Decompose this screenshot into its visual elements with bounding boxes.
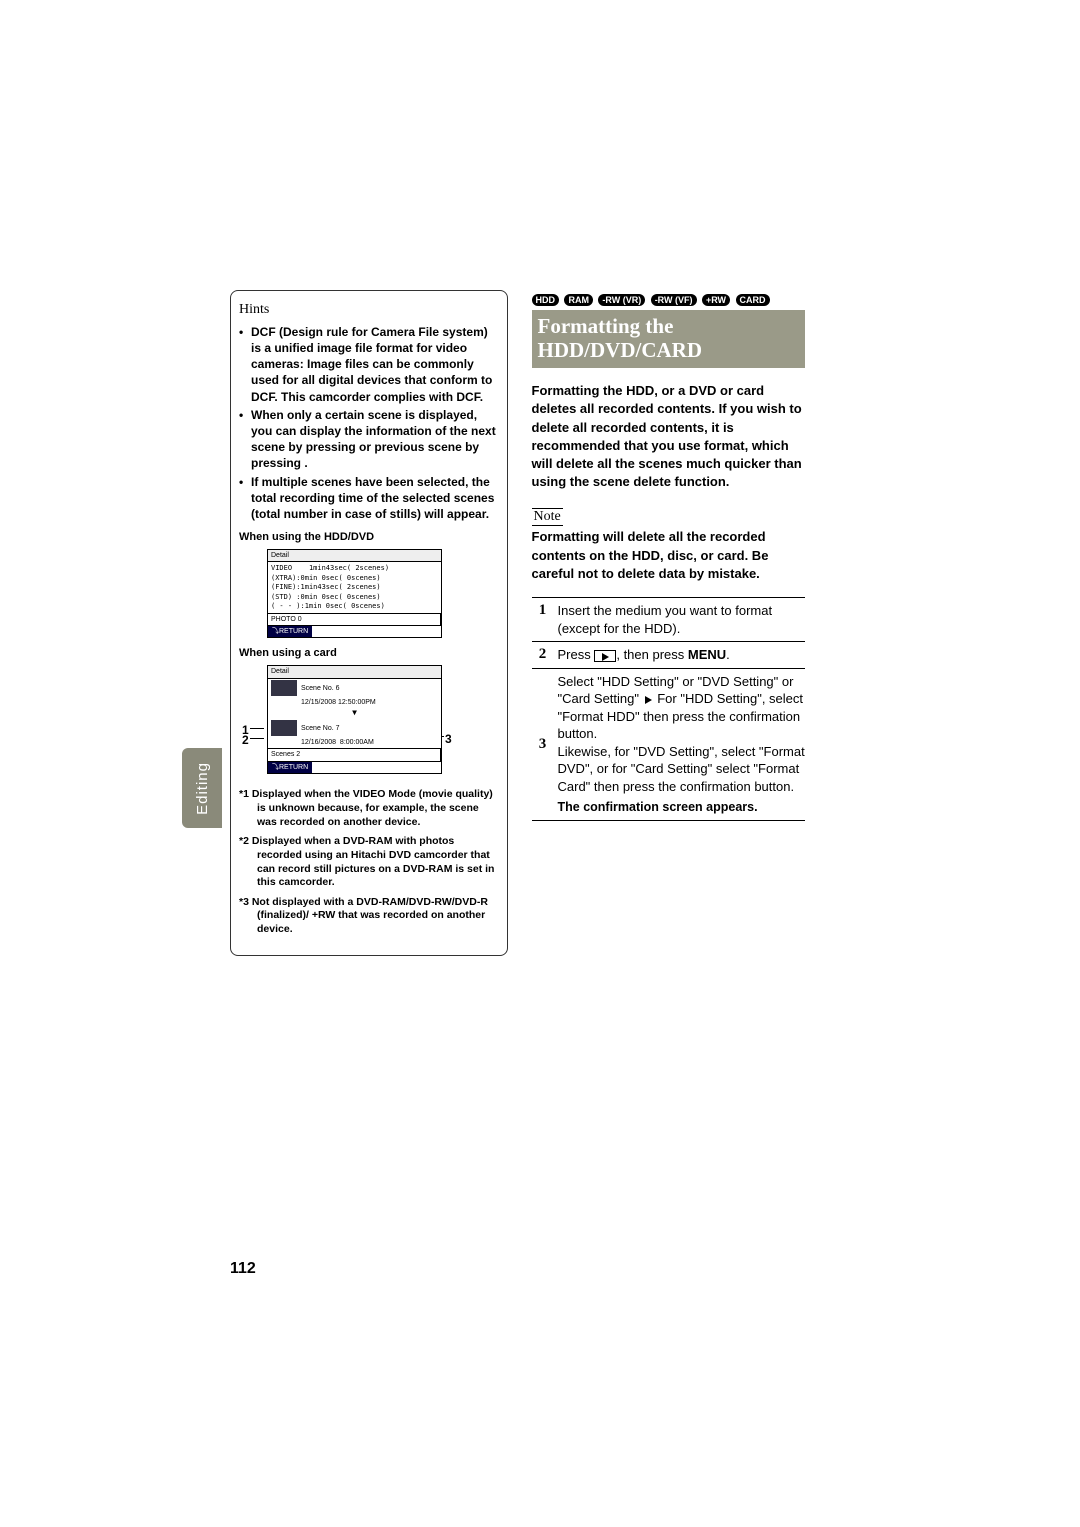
lcd-row: (STD) : 0min 0sec( 0scenes) [271, 593, 438, 602]
thumbnail-icon [271, 680, 297, 696]
note-body: Formatting will delete all the recorded … [532, 528, 806, 583]
hint-item: If multiple scenes have been selected, t… [239, 474, 499, 523]
media-badges: HDD RAM -RW (VR) -RW (VF) +RW CARD [532, 290, 806, 308]
step-number: 3 [532, 736, 554, 753]
lcd-title: Detail [268, 666, 441, 678]
lcd-return: ⤵RETURN [268, 762, 312, 773]
left-column: Hints DCF (Design rule for Camera File s… [230, 290, 518, 1270]
steps-list: 1 Insert the medium you want to format (… [532, 597, 806, 821]
play-button-icon [594, 650, 616, 662]
detail-screen-card: Detail Scene No. 6 12/15/2008 12:50:00PM… [267, 665, 442, 774]
section-headline: Formatting the HDD/DVD/CARD [532, 310, 806, 368]
card-heading: When using a card [239, 646, 499, 661]
down-arrow-icon: ▼ [268, 708, 441, 719]
footnote: *1 Displayed when the VIDEO Mode (movie … [239, 788, 499, 829]
badge-rwvr: -RW (VR) [598, 294, 645, 306]
hints-label: Hints [239, 301, 499, 320]
step-text: Press , then press MENU. [554, 646, 730, 664]
lcd-row: (XTRA): 0min 0sec( 0scenes) [271, 574, 438, 583]
footnote: *2 Displayed when a DVD-RAM with photos … [239, 835, 499, 890]
badge-ram: RAM [564, 294, 593, 306]
leader-line [250, 728, 264, 729]
intro-text: Formatting the HDD, or a DVD or card del… [532, 382, 806, 491]
step-text: Insert the medium you want to format (ex… [554, 602, 806, 637]
lcd-scene: Scene No. 7 [268, 719, 441, 737]
badge-card: CARD [736, 294, 770, 306]
lcd-scene: 12/16/2008 8:00:00AM [268, 737, 441, 748]
lcd-row: (FINE): 1min43sec( 2scenes) [271, 583, 438, 592]
step-number: 1 [532, 602, 554, 637]
step-row: 1 Insert the medium you want to format (… [532, 597, 806, 642]
hint-item: DCF (Design rule for Camera File system)… [239, 324, 499, 405]
detail-screen-hdd: Detail VIDEO 1min43sec( 2scenes) (XTRA):… [267, 549, 442, 639]
hdd-dvd-heading: When using the HDD/DVD [239, 530, 499, 545]
page-number: 112 [230, 1260, 256, 1278]
badge-plusrw: +RW [702, 294, 730, 306]
lcd-return: ⤵RETURN [268, 626, 312, 637]
lcd-scenes-count: Scenes 2 [268, 749, 441, 760]
lcd-row: VIDEO 1min43sec( 2scenes) [271, 564, 438, 573]
annotation-2: 2 [242, 735, 249, 745]
right-triangle-icon [645, 696, 652, 704]
thumbnail-icon [271, 720, 297, 736]
hint-item: When only a certain scene is displayed, … [239, 407, 499, 472]
step-row: 2 Press , then press MENU. [532, 642, 806, 669]
lcd-scene: Scene No. 6 [268, 679, 441, 697]
step-text: Select "HDD Setting" or "DVD Setting" or… [554, 673, 806, 817]
confirmation-text: The confirmation screen appears. [558, 799, 806, 816]
annotation-left: 1 2 [242, 725, 249, 745]
lcd-title: Detail [268, 550, 441, 562]
hints-bullets: DCF (Design rule for Camera File system)… [239, 324, 499, 522]
step-row: 3 Select "HDD Setting" or "DVD Setting" … [532, 669, 806, 822]
lcd-scene: 12/15/2008 12:50:00PM [268, 697, 441, 708]
note-label: Note [532, 508, 563, 526]
badge-hdd: HDD [532, 294, 560, 306]
side-tab: Editing [182, 748, 222, 828]
leader-line [250, 738, 264, 739]
lcd-row: ( - - ): 1min 0sec( 0scenes) [271, 602, 438, 611]
annotation-right: 3 [445, 731, 452, 747]
step-number: 2 [532, 646, 554, 664]
footnotes: *1 Displayed when the VIDEO Mode (movie … [239, 788, 499, 936]
side-tab-label: Editing [194, 762, 211, 815]
hints-callout: Hints DCF (Design rule for Camera File s… [230, 290, 508, 956]
lcd-photo: PHOTO 0 [268, 614, 441, 625]
footnote: *3 Not displayed with a DVD-RAM/DVD-RW/D… [239, 896, 499, 937]
right-column: HDD RAM -RW (VR) -RW (VF) +RW CARD Forma… [518, 290, 806, 1270]
badge-rwvf: -RW (VF) [651, 294, 697, 306]
